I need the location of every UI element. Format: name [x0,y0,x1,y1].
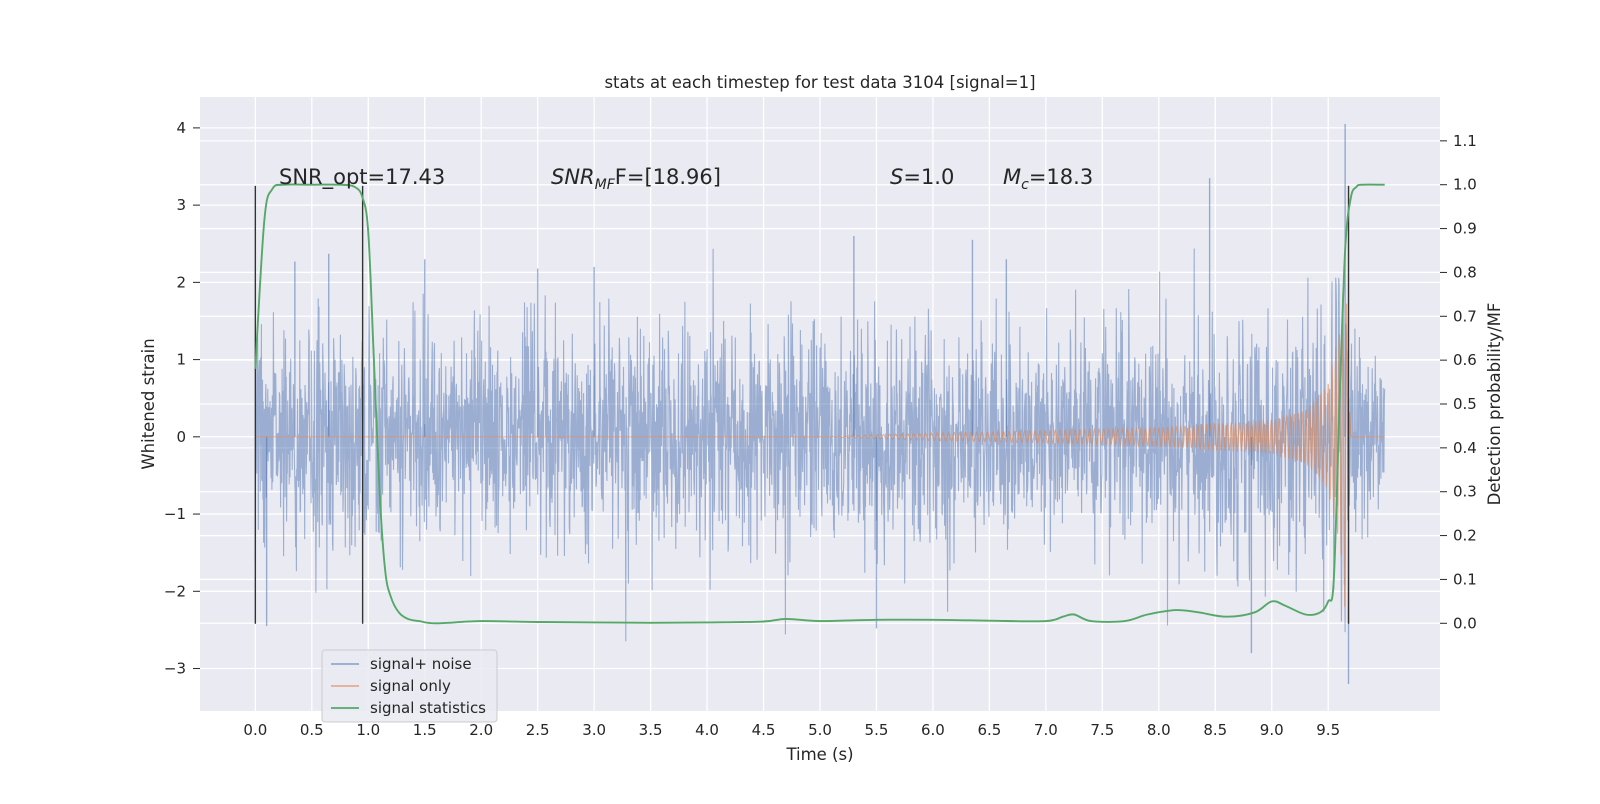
right-y-tick-label: 0.7 [1453,307,1477,325]
y-tick-label: −3 [164,660,186,678]
x-tick-label: 6.0 [921,721,945,739]
annotation-mc: Mc=18.3 [1003,165,1093,193]
x-tick-label: 3.5 [639,721,663,739]
right-y-ticks: 0.0 0.1 0.2 0.3 0.4 0.5 0.6 0.7 0.8 0.9 1.0 1.1 [1440,132,1477,632]
right-y-tick-label: 0.1 [1453,570,1477,588]
series-signal-statistics [254,183,1385,625]
right-y-tick-label: 0.4 [1453,439,1477,457]
y-tick-label: 4 [176,119,186,137]
legend-box [321,649,498,723]
x-axis-label: Time (s) [785,745,853,764]
right-y-tick-label: 0.6 [1453,351,1477,369]
x-tick-label: 5.5 [865,721,889,739]
y-tick-label: −2 [164,582,186,600]
right-y-tick-label: 1.1 [1453,132,1477,150]
x-tick-label: 7.0 [1034,721,1058,739]
right-y-tick-label: 0.5 [1453,395,1477,413]
annotation-snr-mf: SNRMFF=[18.96] [551,165,721,193]
series-signal-only [255,293,1385,607]
right-y-tick-label: 1.0 [1453,176,1477,194]
x-ticks: 0.0 0.5 1.0 1.5 2.0 2.5 3.0 3.5 4.0 4.5 5.0 5.5 6.0 6… [243,721,1340,739]
right-y-axis-label: Detection probability/MF [1485,303,1504,506]
signal-noise-trace [254,248,1386,642]
x-tick-label: 3.0 [582,721,606,739]
y-axis-label: Whitened strain [139,338,158,469]
y-tick-label: 0 [176,428,186,446]
chart-title: stats at each timestep for test data 310… [604,73,1035,92]
x-tick-label: 4.5 [752,721,776,739]
right-y-tick-label: 0.2 [1453,527,1477,545]
y-tick-label: −1 [164,505,186,523]
x-tick-label: 0.0 [243,721,267,739]
legend-label-signal-statistics: signal statistics [370,699,486,717]
legend: signal+ noise signal only signal statist… [321,649,498,723]
legend-label-signal-only: signal only [370,677,451,695]
right-y-tick-label: 0.8 [1453,263,1477,281]
x-tick-label: 1.0 [356,721,380,739]
y-ticks: −3 −2 −1 0 1 2 3 4 [164,119,200,678]
legend-label-signal-noise: signal+ noise [370,655,472,673]
x-tick-label: 2.0 [469,721,493,739]
x-tick-label: 6.5 [977,721,1001,739]
y-tick-label: 3 [176,196,186,214]
x-tick-label: 4.0 [695,721,719,739]
x-tick-label: 5.0 [808,721,832,739]
signal-statistics-line [254,183,1385,625]
right-y-tick-label: 0.0 [1453,614,1477,632]
x-tick-label: 1.5 [413,721,437,739]
x-tick-label: 8.5 [1203,721,1227,739]
y-tick-label: 2 [176,273,186,291]
x-tick-label: 9.5 [1316,721,1340,739]
right-y-tick-label: 0.9 [1453,220,1477,238]
series-signal-noise [254,124,1386,684]
x-tick-label: 7.5 [1090,721,1114,739]
x-tick-label: 9.0 [1260,721,1284,739]
annotation-s: S=1.0 [890,165,954,189]
x-tick-label: 0.5 [300,721,324,739]
x-tick-label: 8.0 [1147,721,1171,739]
x-tick-label: 2.5 [526,721,550,739]
annotation-snr-opt: SNR_opt=17.43 [279,165,445,190]
signal-only-trace [255,293,1385,607]
marker-lines [254,185,1350,624]
right-y-tick-label: 0.3 [1453,483,1477,501]
y-tick-label: 1 [176,351,186,369]
